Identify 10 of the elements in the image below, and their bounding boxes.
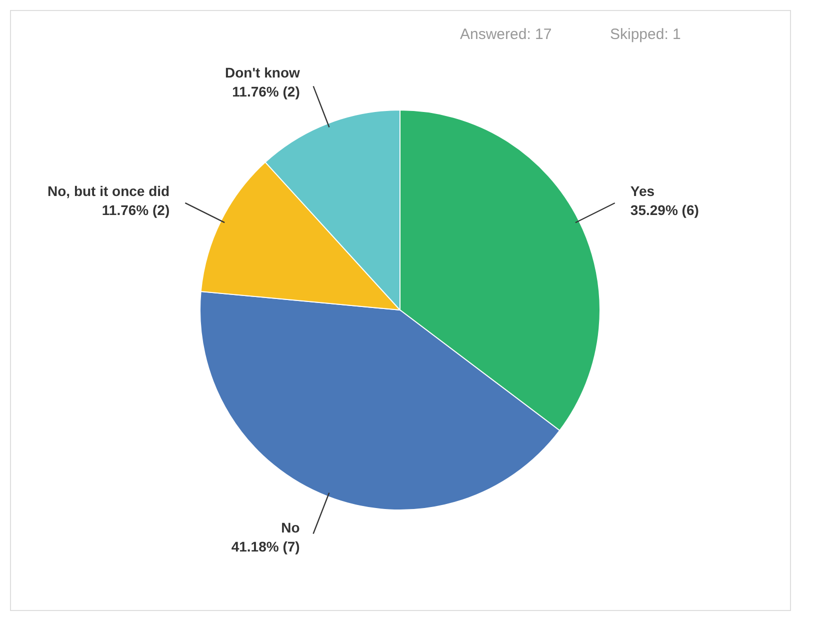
- text: Skipped: 1: [610, 26, 681, 43]
- slice-label: Don't know: [225, 64, 300, 80]
- data-label: 11.76% (2): [102, 202, 170, 218]
- slice-label: Yes: [630, 183, 655, 200]
- data-label: 41.18% (7): [231, 538, 300, 555]
- text: Answered: 17: [460, 26, 552, 43]
- slice-label: No, but it once did: [48, 183, 170, 200]
- data-label: 35.29% (6): [630, 202, 699, 218]
- slice-label: No: [281, 520, 300, 536]
- data-label: 11.76% (2): [232, 83, 300, 100]
